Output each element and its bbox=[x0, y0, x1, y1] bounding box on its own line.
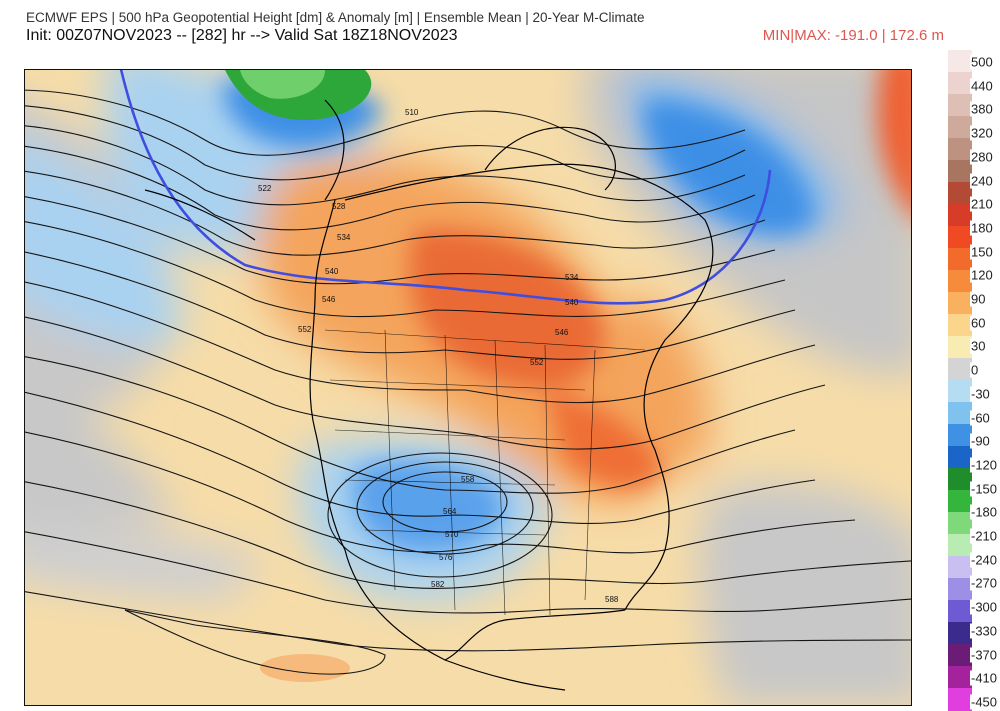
contour-label: 564 bbox=[443, 507, 457, 516]
min-max-readout: MIN|MAX: -191.0 | 172.6 m bbox=[762, 27, 944, 44]
colorbar-segment bbox=[948, 292, 972, 315]
contour-label: 540 bbox=[565, 298, 579, 307]
colorbar-segment bbox=[948, 556, 972, 579]
colorbar-label: -300 bbox=[970, 599, 998, 615]
colorbar-segment bbox=[948, 314, 972, 337]
colorbar-label: 280 bbox=[970, 149, 993, 165]
colorbar-label: 380 bbox=[970, 101, 993, 117]
contour-label: 528 bbox=[332, 202, 346, 211]
colorbar-label: 210 bbox=[970, 196, 993, 212]
colorbar-segment bbox=[948, 116, 972, 139]
contour-label: 552 bbox=[298, 325, 312, 334]
colorbar-segment bbox=[948, 358, 972, 381]
colorbar-label: 180 bbox=[970, 220, 993, 236]
colorbar-label: 90 bbox=[970, 291, 986, 307]
colorbar-label: -30 bbox=[970, 386, 990, 402]
colorbar-segment bbox=[948, 248, 972, 271]
colorbar-label: -60 bbox=[970, 410, 990, 425]
contour-label: 534 bbox=[565, 273, 579, 282]
colorbar-segment bbox=[948, 512, 972, 535]
colorbar-segment bbox=[948, 600, 972, 623]
contour-label: 570 bbox=[445, 530, 459, 539]
colorbar-label: -370 bbox=[970, 647, 998, 662]
contour-label: 510 bbox=[405, 108, 419, 117]
map-canvas: 510 522 528 534 540 546 552 558 564 570 … bbox=[25, 70, 911, 705]
colorbar-label: -180 bbox=[970, 504, 998, 520]
colorbar-label: -450 bbox=[970, 694, 998, 710]
anomaly-shading bbox=[25, 70, 911, 705]
contour-label: 522 bbox=[258, 184, 272, 193]
colorbar-segment bbox=[948, 534, 972, 557]
colorbar-segment bbox=[948, 424, 972, 447]
colorbar-label: -90 bbox=[970, 433, 990, 449]
colorbar-segment bbox=[948, 226, 972, 249]
anomaly-colorbar bbox=[948, 50, 972, 711]
colorbar-label: -330 bbox=[970, 623, 998, 639]
colorbar-label: 30 bbox=[970, 338, 986, 354]
contour-label: 546 bbox=[555, 328, 569, 337]
contour-label: 534 bbox=[337, 233, 351, 242]
colorbar-segment bbox=[948, 446, 972, 469]
colorbar-segment bbox=[948, 380, 972, 403]
coastlines bbox=[144, 99, 714, 691]
colorbar-label: 320 bbox=[970, 125, 993, 141]
colorbar-segment bbox=[948, 204, 972, 227]
colorbar-segment bbox=[948, 666, 972, 689]
colorbar-label: 500 bbox=[970, 54, 993, 70]
colorbar-label: -270 bbox=[970, 575, 998, 591]
colorbar-label: 120 bbox=[970, 267, 993, 283]
colorbar-segment bbox=[948, 688, 972, 711]
colorbar-label: -120 bbox=[970, 457, 998, 473]
colorbar-segment bbox=[948, 50, 972, 73]
colorbar-label: 0 bbox=[970, 362, 979, 378]
colorbar-label: -210 bbox=[970, 528, 998, 544]
colorbar-label: 440 bbox=[970, 78, 993, 94]
contour-label: 558 bbox=[461, 475, 475, 484]
init-valid-time: Init: 00Z07NOV2023 -- [282] hr --> Valid… bbox=[26, 27, 458, 44]
colorbar-segment bbox=[948, 490, 972, 513]
colorbar-segment bbox=[948, 182, 972, 205]
height-contours bbox=[25, 89, 911, 675]
colorbar-segment bbox=[948, 622, 972, 645]
colorbar-segment bbox=[948, 644, 972, 667]
weather-map: 510 522 528 534 540 546 552 558 564 570 … bbox=[24, 69, 912, 706]
colorbar-label: 60 bbox=[970, 315, 986, 331]
state-borders bbox=[324, 329, 646, 616]
colorbar-segment bbox=[948, 160, 972, 183]
colorbar-segment bbox=[948, 72, 972, 95]
colorbar-segment bbox=[948, 270, 972, 293]
contour-label: 540 bbox=[325, 267, 339, 276]
colorbar-segment bbox=[948, 402, 972, 425]
colorbar-segment bbox=[948, 336, 972, 359]
colorbar-label: -410 bbox=[970, 670, 998, 686]
colorbar-segment bbox=[948, 578, 972, 601]
colorbar-label: 240 bbox=[970, 173, 993, 188]
colorbar-segment bbox=[948, 138, 972, 161]
colorbar-segment bbox=[948, 94, 972, 117]
colorbar-label: 150 bbox=[970, 244, 993, 260]
contour-label: 582 bbox=[431, 580, 445, 589]
contour-label: 576 bbox=[439, 553, 453, 562]
colorbar-label: -150 bbox=[970, 481, 998, 497]
chart-title: ECMWF EPS | 500 hPa Geopotential Height … bbox=[26, 10, 645, 25]
colorbar-segment bbox=[948, 468, 972, 491]
contour-label: 546 bbox=[322, 295, 336, 304]
contour-label: 552 bbox=[530, 358, 544, 367]
colorbar-label: -240 bbox=[970, 552, 998, 568]
contour-label: 588 bbox=[605, 595, 619, 604]
